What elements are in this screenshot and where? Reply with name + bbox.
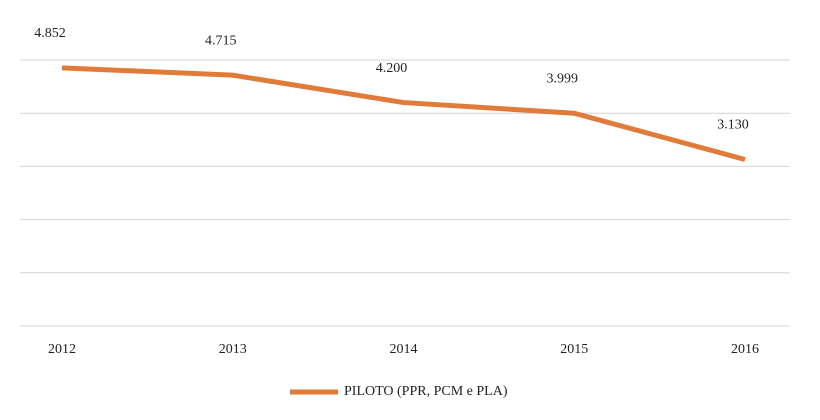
data-label: 4.715 xyxy=(205,33,237,48)
x-tick-label: 2012 xyxy=(48,342,76,357)
line xyxy=(61,65,746,162)
data-label: 3.999 xyxy=(547,71,579,86)
x-tick-label: 2014 xyxy=(390,342,418,357)
x-tick-label: 2015 xyxy=(560,342,588,357)
legend-label: PILOTO (PPR, PCM e PLA) xyxy=(344,384,508,399)
x-tick-label: 2016 xyxy=(731,342,759,357)
data-label: 4.852 xyxy=(34,26,66,41)
data-label: 4.200 xyxy=(376,61,408,76)
x-tick-label: 2013 xyxy=(219,342,247,357)
data-label: 3.130 xyxy=(717,118,749,133)
